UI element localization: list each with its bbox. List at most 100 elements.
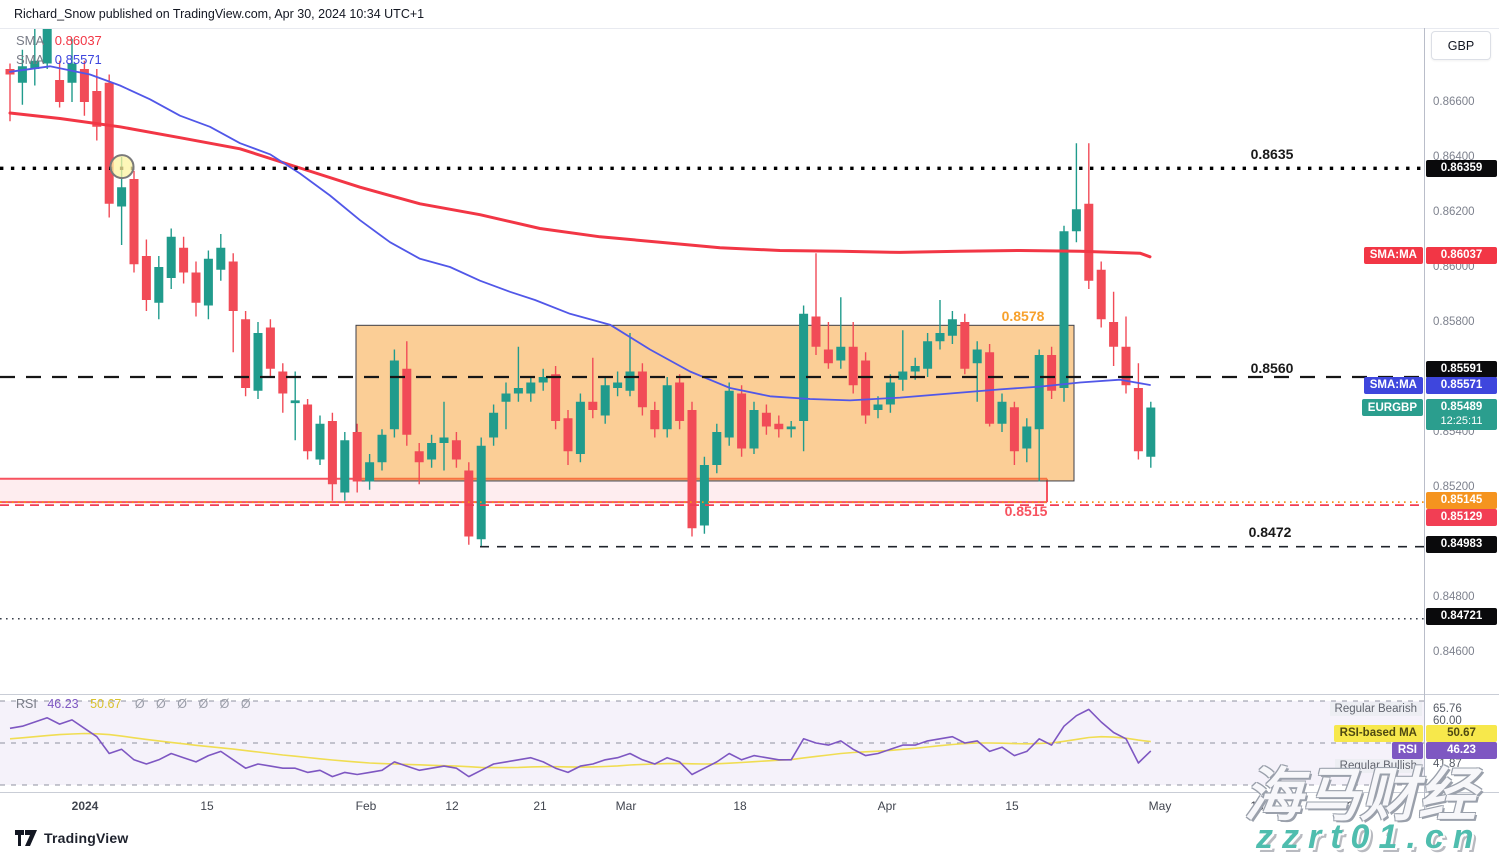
time-tick-label: 22 bbox=[1340, 799, 1354, 813]
price-axis-badge: 0.86037 bbox=[1426, 246, 1497, 264]
candle-body bbox=[712, 432, 722, 465]
tradingview-brand-text: TradingView bbox=[44, 830, 129, 846]
candle-body bbox=[836, 346, 846, 361]
candle-body bbox=[786, 426, 796, 430]
candle-body bbox=[501, 393, 511, 402]
time-tick-label: Feb bbox=[355, 799, 377, 813]
price-axis-badge: 0.85129 bbox=[1426, 508, 1497, 526]
sma-fast-value: 0.85571 bbox=[54, 52, 102, 67]
candle-body bbox=[79, 69, 89, 102]
tradingview-logo-icon bbox=[15, 830, 37, 846]
candle-body bbox=[972, 349, 982, 364]
candle-body bbox=[823, 349, 833, 364]
price-chart-canvas[interactable] bbox=[0, 28, 1424, 792]
candle-body bbox=[637, 371, 647, 408]
candle-body bbox=[228, 261, 238, 311]
divergence-label: Regular Bullish bbox=[1334, 759, 1422, 773]
candle-body bbox=[1059, 231, 1069, 388]
candle-body bbox=[290, 400, 300, 404]
candle-body bbox=[923, 341, 933, 369]
candle-body bbox=[365, 462, 375, 482]
candle-body bbox=[997, 401, 1007, 424]
candle-body bbox=[861, 360, 871, 416]
candle-body bbox=[427, 443, 437, 460]
candle-body bbox=[737, 393, 747, 449]
time-tick-label: Mar bbox=[615, 799, 637, 813]
axis-left-label: SMA:MA bbox=[1363, 376, 1423, 394]
candle-body bbox=[799, 313, 809, 421]
price-tick-label: 0.85800 bbox=[1433, 316, 1475, 328]
candle-body bbox=[1096, 269, 1106, 320]
candle-body bbox=[253, 333, 263, 391]
candle-body bbox=[104, 82, 114, 204]
candle-body bbox=[17, 66, 27, 83]
candle-body bbox=[1071, 209, 1081, 232]
candle-body bbox=[935, 333, 945, 342]
candle-body bbox=[55, 80, 65, 102]
candle-body bbox=[749, 410, 759, 449]
circle-marker bbox=[109, 154, 135, 180]
rsi-level-label: 41.87 bbox=[1433, 758, 1462, 770]
watermark-cjk: 海马财经 bbox=[1244, 763, 1477, 828]
candle-body bbox=[389, 360, 399, 430]
time-tick-label: Apr bbox=[877, 799, 897, 813]
candle-body bbox=[898, 371, 908, 380]
candle-body bbox=[216, 247, 226, 270]
candle-body bbox=[327, 421, 337, 485]
rsi-legend[interactable]: RSI 46.23 50.67 Ø Ø Ø Ø Ø Ø bbox=[16, 697, 255, 711]
candle-body bbox=[42, 28, 52, 64]
candle-body bbox=[278, 371, 288, 394]
rsi-divergence-toggles[interactable]: Ø Ø Ø Ø Ø Ø bbox=[134, 697, 255, 711]
candle-body bbox=[1022, 426, 1032, 449]
price-axis-badge: 50.67 bbox=[1426, 724, 1497, 742]
candle-body bbox=[1009, 407, 1019, 452]
candle-body bbox=[551, 374, 561, 421]
candle-body bbox=[699, 465, 709, 526]
tradingview-footer[interactable]: TradingView bbox=[15, 830, 128, 846]
candle-body bbox=[30, 60, 40, 69]
price-axis-badge: 0.85591 bbox=[1426, 360, 1497, 378]
candle-body bbox=[451, 440, 461, 460]
candle-body bbox=[848, 346, 858, 386]
candle-body bbox=[352, 432, 362, 482]
candle-body bbox=[600, 385, 610, 416]
price-tick-label: 0.84800 bbox=[1433, 591, 1475, 603]
sma-fast-legend[interactable]: SMA 0.85571 bbox=[16, 52, 102, 67]
candle-body bbox=[241, 319, 251, 388]
price-level-annotation: 0.8515 bbox=[1004, 503, 1048, 519]
candle-body bbox=[538, 377, 548, 383]
candle-body bbox=[303, 404, 313, 452]
candle-body bbox=[873, 404, 883, 410]
candle-body bbox=[476, 445, 486, 540]
candle-body bbox=[1146, 407, 1156, 457]
price-axis-border[interactable] bbox=[1424, 28, 1425, 818]
time-tick-label: 15 bbox=[200, 799, 214, 813]
currency-toggle-button[interactable]: GBP bbox=[1431, 31, 1491, 60]
rsi-line bbox=[9, 708, 1152, 778]
time-tick-label: 2024 bbox=[71, 799, 99, 813]
rsi-level-label: 65.76 bbox=[1433, 703, 1462, 715]
price-tick-label: 0.85200 bbox=[1433, 481, 1475, 493]
pane-divider[interactable] bbox=[0, 694, 1499, 695]
candle-body bbox=[774, 423, 784, 430]
candle-body bbox=[377, 434, 387, 463]
candle-body bbox=[513, 388, 523, 394]
time-axis-border bbox=[0, 792, 1499, 793]
price-axis-badge: 0.85145 bbox=[1426, 491, 1497, 509]
support-zone bbox=[0, 478, 1047, 503]
price-axis-badge: 0.85489 12:25:11 bbox=[1426, 398, 1497, 430]
sma-slow-legend[interactable]: SMA 0.86037 bbox=[16, 33, 102, 48]
price-axis-badge: 0.84721 bbox=[1426, 607, 1497, 625]
price-axis-badge: 0.84983 bbox=[1426, 535, 1497, 553]
candle-body bbox=[402, 368, 412, 435]
candle-body bbox=[166, 236, 176, 278]
chart-top-border bbox=[0, 28, 1499, 29]
price-tick-label: 0.86200 bbox=[1433, 206, 1475, 218]
rsi-band bbox=[0, 701, 1424, 785]
candle-body bbox=[885, 382, 895, 405]
candle-body bbox=[588, 401, 598, 410]
candle-body bbox=[650, 410, 660, 430]
candle-body bbox=[489, 412, 499, 438]
candle-body bbox=[154, 267, 164, 303]
candle-body bbox=[265, 327, 275, 369]
